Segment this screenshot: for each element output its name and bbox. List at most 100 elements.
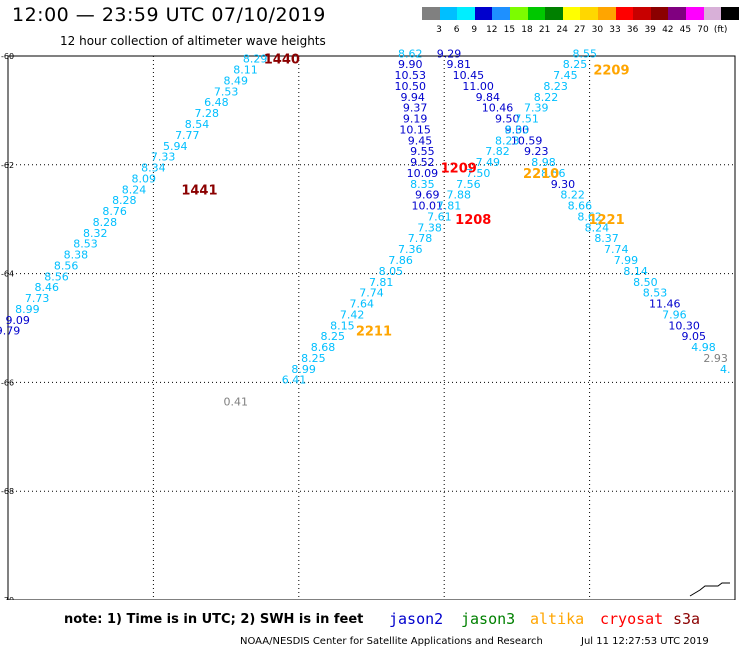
data-point: 9.50 bbox=[495, 113, 520, 126]
data-point: 8.22 bbox=[534, 91, 559, 104]
data-point: 8.09 bbox=[131, 172, 156, 185]
data-point: 8.62 bbox=[398, 47, 423, 60]
data-point: 5.94 bbox=[163, 140, 188, 153]
data-point: 7.53 bbox=[214, 85, 239, 98]
timestamp: Jul 11 12:27:53 UTC 2019 bbox=[581, 636, 709, 647]
data-point: 10.53 bbox=[395, 69, 427, 82]
data-point: 8.50 bbox=[633, 276, 658, 289]
legend-swatch bbox=[703, 7, 722, 20]
data-point: 8.68 bbox=[311, 341, 336, 354]
data-point: 6.48 bbox=[204, 96, 229, 109]
legend-swatch bbox=[650, 7, 669, 20]
data-point: 9.52 bbox=[410, 156, 435, 169]
data-point: 8.56 bbox=[44, 270, 69, 283]
legend-label: 42 bbox=[662, 25, 674, 35]
data-point: 8.55 bbox=[573, 47, 598, 60]
data-point: 8.62 bbox=[577, 210, 602, 223]
legend-swatch bbox=[598, 7, 616, 20]
data-point: 8.25 bbox=[301, 352, 326, 365]
track-label: 2211 bbox=[356, 325, 392, 340]
data-point: 8.53 bbox=[73, 238, 98, 251]
data-point: 7.42 bbox=[340, 308, 365, 321]
data-point: 9.23 bbox=[524, 145, 549, 158]
data-point: 10.46 bbox=[482, 102, 514, 115]
data-point: 8.15 bbox=[330, 319, 355, 332]
data-point: 8.99 bbox=[15, 303, 40, 316]
data-point: 7.78 bbox=[408, 232, 433, 245]
data-point: 8.38 bbox=[64, 249, 89, 262]
data-point: 10.59 bbox=[511, 134, 543, 147]
data-point: 8.35 bbox=[410, 178, 435, 191]
legend-swatch bbox=[439, 7, 458, 20]
legend-label: 21 bbox=[538, 25, 551, 35]
data-point: 8.46 bbox=[35, 281, 60, 294]
data-point: 8.37 bbox=[594, 232, 619, 245]
data-point: 7.33 bbox=[151, 151, 176, 164]
data-point: 7.38 bbox=[417, 221, 442, 234]
data-point: 8.29 bbox=[243, 53, 268, 66]
footer-note: note: 1) Time is in UTC; 2) SWH is in fe… bbox=[64, 612, 364, 627]
data-point: 0.41 bbox=[224, 395, 249, 408]
data-point: 8.25 bbox=[320, 330, 345, 343]
track-label: 1440 bbox=[264, 53, 300, 68]
data-point: 8.98 bbox=[531, 156, 556, 169]
legend-label: 12 bbox=[486, 25, 498, 35]
data-point: 8.24 bbox=[585, 221, 610, 234]
data-point: 7.86 bbox=[388, 254, 413, 267]
plot-area: -90-87-84-81-78-75-60-62-64-66-68-708.29… bbox=[0, 47, 736, 600]
legend-swatch bbox=[686, 7, 704, 20]
data-point: 10.50 bbox=[395, 80, 427, 93]
data-point: 9.90 bbox=[398, 58, 423, 71]
data-point: 10.45 bbox=[453, 69, 485, 82]
legend-sat-jason3: jason3 bbox=[461, 610, 516, 628]
legend-label: 18 bbox=[521, 25, 533, 35]
data-point: 7.64 bbox=[350, 298, 375, 311]
data-point: 10.01 bbox=[411, 200, 443, 213]
legend-label: 27 bbox=[574, 25, 586, 35]
plot-frame bbox=[7, 55, 736, 600]
legend-sat-altika: altika bbox=[530, 610, 585, 628]
data-point: 9.19 bbox=[403, 113, 428, 126]
data-point: 8.23 bbox=[495, 134, 520, 147]
y-tick-label: -64 bbox=[1, 270, 14, 279]
data-point: 7.99 bbox=[614, 254, 639, 267]
legend-swatch bbox=[633, 7, 652, 20]
data-point: 9.69 bbox=[415, 189, 440, 202]
data-point: 8.25 bbox=[563, 58, 588, 71]
chart-subtitle: 12 hour collection of altimeter wave hei… bbox=[60, 34, 326, 48]
data-point: 9.30 bbox=[551, 178, 576, 191]
legend-swatch bbox=[510, 7, 528, 20]
legend-swatch bbox=[474, 7, 493, 20]
credit-text: NOAA/NESDIS Center for Satellite Applica… bbox=[240, 636, 543, 647]
legend-swatch bbox=[580, 7, 599, 20]
data-point: 7.81 bbox=[369, 276, 394, 289]
data-point: 7.74 bbox=[604, 243, 629, 256]
data-point: 11.46 bbox=[649, 298, 681, 311]
data-point: 8.24 bbox=[122, 183, 147, 196]
legend-swatch bbox=[721, 7, 740, 20]
data-point: 10.09 bbox=[407, 167, 439, 180]
y-tick-label: -66 bbox=[1, 378, 14, 387]
data-point: 8.28 bbox=[93, 216, 118, 229]
data-point: 4.98 bbox=[691, 341, 716, 354]
data-point: 7.28 bbox=[194, 107, 219, 120]
data-point: 2.93 bbox=[703, 352, 728, 365]
y-tick-label: -68 bbox=[1, 487, 14, 496]
legend-label: 30 bbox=[591, 25, 604, 35]
y-tick-label: -62 bbox=[1, 161, 14, 170]
data-point: 8.56 bbox=[54, 259, 79, 272]
legend-label: 45 bbox=[679, 25, 692, 35]
track-label: 1208 bbox=[455, 213, 491, 228]
legend-swatch bbox=[457, 7, 476, 20]
data-point: 8.23 bbox=[543, 80, 568, 93]
data-point: 7.77 bbox=[175, 129, 200, 142]
data-point: 8.22 bbox=[560, 189, 585, 202]
data-point: 8.56 bbox=[541, 167, 566, 180]
legend-label: 15 bbox=[503, 25, 516, 35]
y-tick-label: -60 bbox=[1, 52, 14, 61]
data-point: 8.03 bbox=[505, 123, 530, 136]
legend-label: 33 bbox=[609, 25, 621, 35]
data-point: 8.11 bbox=[233, 64, 258, 77]
legend-label: 36 bbox=[626, 25, 639, 35]
data-point: 7.74 bbox=[359, 287, 384, 300]
